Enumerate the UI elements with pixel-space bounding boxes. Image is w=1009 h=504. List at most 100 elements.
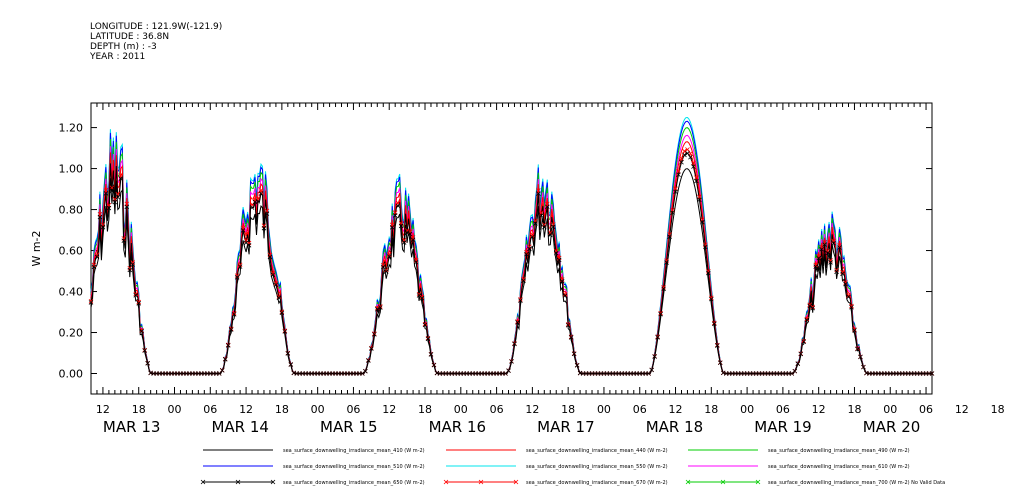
series-marker <box>270 270 276 276</box>
series-marker <box>553 248 559 254</box>
series-marker <box>679 159 684 165</box>
legend-marker <box>270 479 276 485</box>
series-marker <box>712 320 717 326</box>
x-tick-label: 06 <box>919 403 933 416</box>
series-marker <box>676 168 681 174</box>
series-marker <box>658 310 663 316</box>
series-marker <box>694 175 699 180</box>
y-tick-label: 0.80 <box>59 204 84 217</box>
x-tick-label: 12 <box>812 403 826 416</box>
series-marker <box>386 254 392 259</box>
series-marker <box>700 219 705 225</box>
series-marker <box>565 322 571 327</box>
series-marker <box>810 304 815 310</box>
series-marker <box>380 262 386 268</box>
year-label: YEAR : 2011 <box>90 52 146 62</box>
series-marker <box>688 154 693 160</box>
series-marker <box>91 264 97 270</box>
series-marker <box>527 246 532 252</box>
series-marker <box>568 335 574 340</box>
x-tick-label: 06 <box>346 403 360 416</box>
series-marker <box>360 371 365 376</box>
series-marker <box>419 295 425 301</box>
series-marker <box>789 371 795 376</box>
x-tick-label: 18 <box>704 403 718 416</box>
series-marker <box>795 361 801 366</box>
series-marker <box>646 371 651 376</box>
x-tick-label: 06 <box>203 403 217 416</box>
series-marker <box>222 356 228 362</box>
series-marker <box>828 258 833 263</box>
series-marker <box>410 237 416 243</box>
legend-label: sea_surface_downwelling_irradiance_mean_… <box>768 480 945 486</box>
series-marker <box>807 303 813 309</box>
series-marker <box>518 297 523 302</box>
y-tick-label: 0.40 <box>59 286 84 299</box>
series-marker <box>679 156 684 161</box>
series-marker <box>843 281 848 287</box>
series-marker <box>846 294 851 300</box>
series-marker <box>655 334 660 339</box>
series-marker <box>810 305 815 311</box>
series-marker <box>521 278 526 284</box>
series-marker <box>676 172 681 178</box>
series-marker <box>234 273 240 278</box>
legend-label: sea_surface_downwelling_irradiance_mean_… <box>526 480 668 486</box>
series-marker <box>506 368 511 373</box>
series-marker <box>658 311 663 317</box>
legend-marker <box>755 479 761 485</box>
series-marker <box>649 367 654 373</box>
series-marker <box>422 322 428 328</box>
series-marker <box>142 348 147 353</box>
series-marker <box>369 346 374 351</box>
legend-label: sea_surface_downwelling_irradiance_mean_… <box>283 464 425 470</box>
series-marker <box>834 267 839 273</box>
series-marker <box>524 251 529 257</box>
x-tick-label: 18 <box>132 403 146 416</box>
series-marker <box>703 244 708 250</box>
series-line <box>90 134 932 374</box>
series-marker <box>553 250 559 256</box>
x-tick-label: 12 <box>955 403 969 416</box>
series-marker <box>831 240 836 246</box>
series-marker <box>231 311 237 316</box>
series-marker <box>691 160 696 166</box>
series-marker <box>559 278 565 284</box>
y-tick-label: 1.00 <box>59 163 84 176</box>
y-tick-label: 0.00 <box>59 368 84 381</box>
x-tick-label: 00 <box>454 403 468 416</box>
series-marker <box>133 293 139 298</box>
legend-label: sea_surface_downwelling_irradiance_mean_… <box>526 464 668 470</box>
legend-marker <box>200 479 206 485</box>
series-marker <box>816 255 821 261</box>
series-marker <box>515 319 520 324</box>
series-marker <box>127 267 133 273</box>
series-marker <box>664 260 669 265</box>
series-marker <box>372 331 377 336</box>
series-marker <box>545 204 550 210</box>
legend-label: sea_surface_downwelling_irradiance_mean_… <box>283 480 425 486</box>
x-tick-label: 06 <box>633 403 647 416</box>
y-tick-label: 0.20 <box>59 327 84 340</box>
x-day-label: MAR 13 <box>103 418 160 436</box>
series-marker <box>118 172 124 178</box>
x-tick-label: 12 <box>382 403 396 416</box>
legend-marker <box>720 479 726 485</box>
series-marker <box>670 210 675 216</box>
series-marker <box>849 304 854 310</box>
series-marker <box>861 364 866 370</box>
series-marker <box>709 295 714 301</box>
series-marker <box>852 327 857 332</box>
series-marker <box>225 343 231 348</box>
series-marker <box>380 264 386 270</box>
series-marker <box>822 242 827 247</box>
series-line <box>90 120 932 374</box>
series-marker <box>91 262 97 268</box>
series-marker <box>837 245 842 250</box>
series-marker <box>267 254 273 260</box>
x-day-label: MAR 16 <box>429 418 486 436</box>
latitude-label: LATITUDE : 36.8N <box>90 32 170 42</box>
x-day-label: MAR 17 <box>537 418 594 436</box>
series-marker <box>145 361 150 366</box>
series-marker <box>539 213 544 218</box>
